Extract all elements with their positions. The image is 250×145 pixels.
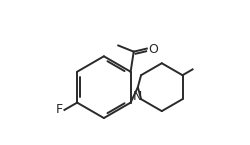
Text: F: F (55, 103, 62, 116)
Text: N: N (133, 90, 142, 103)
Text: O: O (148, 43, 158, 56)
